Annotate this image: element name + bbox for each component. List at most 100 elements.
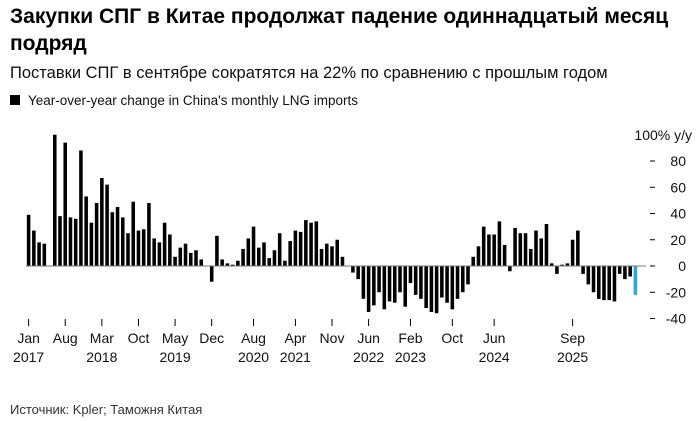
bar [413, 266, 418, 295]
bar [199, 259, 204, 266]
bar [157, 242, 162, 267]
bar [487, 234, 491, 266]
y-tick-label: 20 [670, 232, 686, 248]
bar [236, 260, 240, 266]
bar [586, 266, 591, 285]
x-tick-label-month: Aug [241, 330, 266, 346]
bar [549, 263, 554, 267]
x-tick-label-month: Feb [398, 330, 422, 346]
bar [372, 266, 376, 306]
bar [576, 230, 580, 266]
bar [147, 203, 151, 266]
bar [84, 196, 88, 266]
bar [560, 264, 564, 266]
bar [429, 266, 434, 312]
bar [73, 218, 78, 266]
x-tick-label-month: Mar [90, 330, 114, 346]
bar [178, 247, 183, 267]
bar [392, 266, 397, 303]
bar [617, 266, 622, 274]
x-tick-label-month: Dec [199, 330, 224, 346]
bar [126, 233, 130, 266]
bar [528, 248, 533, 266]
bar [152, 238, 156, 266]
bar [366, 266, 371, 312]
bar [408, 266, 413, 284]
x-tick-label-year: 2019 [159, 349, 190, 365]
x-tick-label-month: May [162, 330, 188, 346]
x-tick-label-month: Jun [483, 330, 506, 346]
bar [26, 214, 31, 266]
bar [58, 216, 62, 267]
bar [607, 266, 612, 301]
bar [215, 235, 219, 266]
x-tick-label-month: Oct [128, 330, 150, 346]
bar [68, 217, 73, 266]
bar [351, 266, 355, 273]
bar [424, 266, 428, 308]
bar [183, 243, 188, 266]
bar [518, 233, 523, 266]
bar [309, 222, 313, 266]
bar [340, 256, 345, 266]
bar [508, 266, 512, 272]
chart-title: Закупки СПГ в Китае продолжат падение од… [10, 5, 669, 55]
bar [612, 266, 617, 302]
bar [63, 142, 68, 267]
bar [105, 184, 109, 267]
bar [356, 266, 360, 280]
y-unit-label: 100% y/y [634, 127, 692, 143]
bar [288, 241, 292, 266]
bar [570, 239, 575, 266]
bar [267, 258, 272, 267]
bar [298, 231, 303, 267]
bar [188, 252, 193, 267]
x-tick-label-year: 2018 [86, 349, 117, 365]
bar [481, 226, 486, 267]
bar [220, 259, 224, 266]
bar [523, 233, 528, 266]
bar [382, 266, 387, 310]
bar [136, 230, 141, 266]
bar [42, 243, 47, 266]
bar [304, 220, 308, 266]
bar [115, 206, 120, 266]
bar [398, 266, 402, 293]
bar [492, 234, 496, 266]
bar [251, 226, 256, 267]
x-tick-label-month: Nov [320, 330, 345, 346]
bar [361, 266, 366, 299]
bar [544, 224, 549, 266]
bar [79, 150, 83, 266]
bar [131, 201, 136, 266]
bar [534, 230, 538, 266]
x-tick-label-year: 2024 [479, 349, 510, 365]
bar [293, 230, 298, 266]
bar [246, 238, 251, 266]
bar [120, 217, 125, 266]
bar [445, 266, 449, 303]
bar [173, 256, 177, 266]
bar [602, 266, 606, 301]
bar [623, 266, 627, 280]
bar [324, 243, 329, 266]
bar [628, 266, 632, 277]
bar [403, 266, 408, 307]
bar [440, 266, 444, 298]
bar [466, 266, 470, 285]
bar [377, 266, 381, 293]
bar [513, 227, 517, 266]
x-tick-label-month: Jun [357, 330, 380, 346]
bar [209, 266, 214, 282]
bar [256, 247, 261, 267]
bar [319, 248, 324, 266]
x-tick-label-month: Jan [17, 330, 40, 346]
bar [230, 264, 235, 266]
x-tick-label-month: Sep [560, 330, 585, 346]
bar [168, 234, 172, 266]
bar [455, 266, 460, 299]
bar [581, 266, 585, 274]
bar [194, 250, 198, 266]
x-tick-label-year: 2023 [395, 349, 426, 365]
